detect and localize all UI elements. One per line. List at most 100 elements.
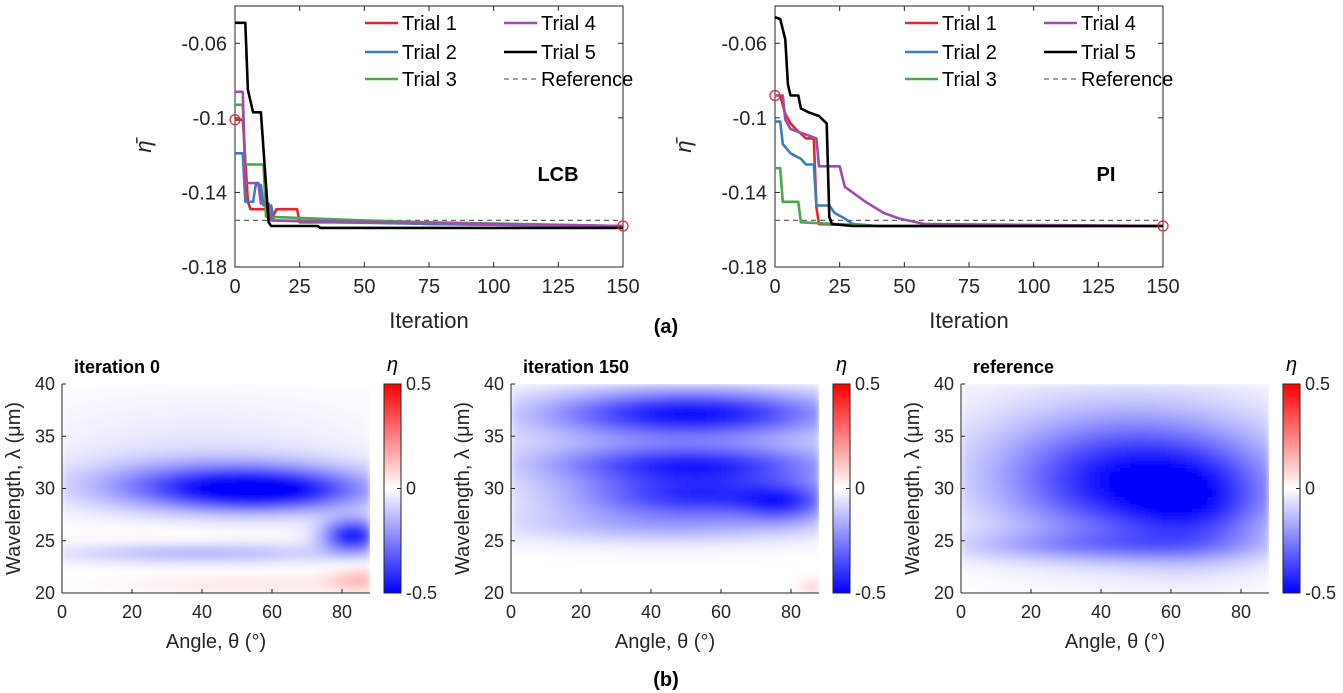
heatmap-cell [164,555,171,561]
heatmap-cell [359,551,366,556]
heatmap-cell [82,492,89,498]
heatmap-cell [562,551,569,556]
heatmap-cell [195,442,202,448]
heatmap-cell [511,542,517,548]
heatmap-cell [251,400,258,406]
heatmap-cell [298,417,304,423]
heatmap-cell [231,496,238,502]
heatmap-cell [659,484,666,490]
heatmap-cell [593,526,599,531]
heatmap-cell [108,501,114,506]
heatmap-cell [267,459,274,465]
heatmap-cell [174,530,181,536]
heatmap-cell [546,480,553,485]
heatmap-cell [241,542,248,548]
heatmap-cell [287,417,294,423]
heatmap-cell [144,425,150,431]
heatmap-cell [92,584,99,590]
heatmap-cell [598,450,604,456]
heatmap-cell [97,501,104,506]
heatmap-cell [339,542,345,548]
heatmap-cell [557,475,563,481]
heatmap-cell [139,484,145,490]
heatmap-cell [293,526,299,531]
heatmap-cell [62,517,68,523]
heatmap-cell [354,551,361,556]
heatmap-cell [344,584,351,590]
heatmap-cell [118,404,125,410]
heatmap-cell [552,534,558,540]
heatmap-cell [77,555,84,561]
heatmap-cell [536,484,543,490]
heatmap-cell [339,484,345,490]
heatmap-cell [190,459,197,465]
heatmap-cell [536,384,543,389]
heatmap-cell [87,567,94,573]
heatmap-cell [257,521,263,527]
heatmap-cell [159,534,166,540]
heatmap-cell [634,392,640,398]
x-tick-label: 25 [289,276,311,298]
heatmap-cell [567,404,574,410]
heatmap-cell [82,501,89,506]
heatmap-cell [293,392,299,398]
heatmap-cell [680,450,687,456]
heatmap-cell [221,521,227,527]
heatmap-cell [623,384,630,389]
heatmap-cell [221,534,227,540]
heatmap-cell [149,384,155,389]
heatmap-cell [262,492,268,498]
heatmap-cell [251,459,258,465]
heatmap-cell [511,471,517,477]
heatmap-cell [623,530,630,536]
heatmap-cell [593,417,599,423]
heatmap-cell [328,392,335,398]
heatmap-cell [123,404,130,410]
heatmap-cell [67,425,73,431]
heatmap-cell [654,396,661,402]
heatmap-cell [690,501,697,506]
heatmap-cell [154,388,161,393]
heatmap-cell [236,563,243,569]
heatmap-cell [164,530,171,536]
heatmap-cell [210,584,217,590]
heatmap-cell [159,492,166,498]
heatmap-cell [639,400,646,406]
heatmap-cell [221,471,227,477]
heatmap-cell [354,475,361,481]
heatmap-cell [139,555,145,561]
heatmap-cell [282,534,289,540]
heatmap-cell [174,488,181,494]
heatmap-cell [293,421,299,427]
heatmap-cell [262,496,268,502]
heatmap-cell [185,463,191,469]
heatmap-cell [236,396,243,402]
heatmap-cell [328,547,335,552]
heatmap-cell [216,425,222,431]
heatmap-cell [726,526,733,531]
heatmap-cell [82,559,89,565]
heatmap-cell [277,526,284,531]
heatmap-cell [603,509,610,515]
heatmap-cell [174,463,181,469]
heatmap-cell [164,455,171,460]
heatmap-cell [567,417,574,423]
heatmap-cell [210,551,217,556]
heatmap-cell [608,513,615,519]
heatmap-cell [359,588,366,593]
heatmap-cell [716,467,723,473]
heatmap-cell [303,450,309,456]
heatmap-cell [180,429,186,435]
heatmap-cell [67,547,73,552]
heatmap-cell [726,400,733,406]
heatmap-cell [323,576,330,582]
heatmap-cell [541,496,548,502]
heatmap-cell [272,484,279,490]
heatmap-cell [339,450,345,456]
heatmap-cell [690,459,697,465]
heatmap-cell [359,492,366,498]
heatmap-cell [108,455,114,460]
heatmap-cell [118,567,125,573]
heatmap-cell [608,555,615,561]
heatmap-cell [287,567,294,573]
